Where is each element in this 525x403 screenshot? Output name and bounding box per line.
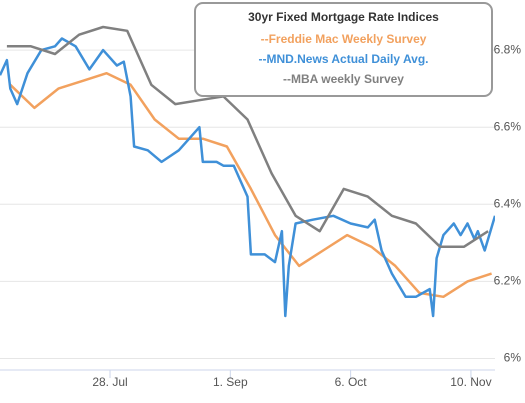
y-tick-label: 6.4% bbox=[494, 196, 522, 210]
x-tick-label: 28. Jul bbox=[92, 375, 127, 389]
series-line bbox=[0, 37, 495, 318]
x-tick-label: 1. Sep bbox=[213, 375, 248, 389]
legend-entry: --Freddie Mac Weekly Survey bbox=[261, 32, 427, 46]
y-tick-label: 6.2% bbox=[494, 274, 522, 288]
y-tick-label: 6% bbox=[504, 351, 522, 365]
legend-box bbox=[194, 2, 493, 97]
legend-title: 30yr Fixed Mortgage Rate Indices bbox=[248, 10, 439, 24]
series-line bbox=[6, 25, 489, 248]
x-tick-label: 10. Nov bbox=[450, 375, 491, 389]
legend-entry: --MBA weekly Survey bbox=[283, 72, 404, 86]
y-tick-label: 6.6% bbox=[494, 119, 522, 133]
series-line bbox=[9, 71, 492, 299]
y-tick-label: 6.8% bbox=[494, 42, 522, 56]
x-tick-label: 6. Oct bbox=[335, 375, 368, 389]
legend-entry: --MND.News Actual Daily Avg. bbox=[258, 52, 428, 66]
